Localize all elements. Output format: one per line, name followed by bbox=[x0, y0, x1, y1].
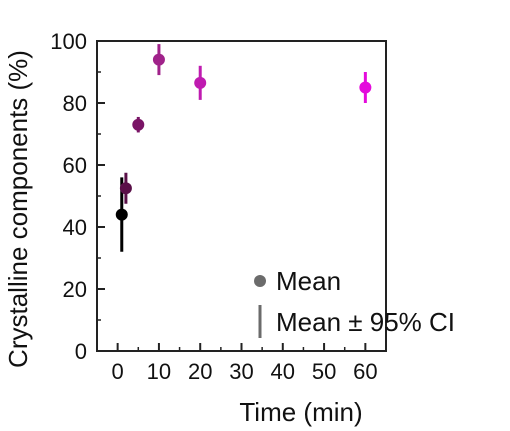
x-axis-title: Time (min) bbox=[239, 397, 362, 427]
mean-point bbox=[115, 208, 128, 221]
y-tick-label: 100 bbox=[50, 29, 87, 54]
legend-ci-label: Mean ± 95% CI bbox=[276, 307, 455, 337]
mean-point bbox=[119, 182, 132, 195]
legend: Mean Mean ± 95% CI bbox=[254, 266, 455, 338]
x-tick-label: 50 bbox=[312, 359, 336, 384]
mean-point bbox=[359, 81, 372, 94]
axis-ticks: 0 10 20 30 40 50 60 0 20 40 60 80 100 bbox=[50, 29, 387, 384]
y-tick-label: 40 bbox=[63, 215, 87, 240]
x-tick-label: 30 bbox=[229, 359, 253, 384]
y-tick-label: 20 bbox=[63, 277, 87, 302]
x-tick-label: 60 bbox=[353, 359, 377, 384]
y-axis-title: Crystalline components (%) bbox=[3, 50, 33, 368]
x-tick-label: 20 bbox=[188, 359, 212, 384]
data-points bbox=[115, 44, 372, 252]
x-tick-label: 10 bbox=[147, 359, 171, 384]
x-tick-label: 40 bbox=[271, 359, 295, 384]
x-tick-label: 0 bbox=[112, 359, 124, 384]
legend-mean-marker bbox=[254, 275, 266, 287]
y-tick-label: 60 bbox=[63, 153, 87, 178]
plot-frame bbox=[96, 40, 387, 352]
y-tick-label: 80 bbox=[63, 91, 87, 116]
mean-point bbox=[152, 53, 165, 66]
plot-area-border bbox=[96, 40, 387, 352]
legend-mean-label: Mean bbox=[276, 266, 341, 296]
mean-point bbox=[194, 76, 207, 89]
y-tick-label: 0 bbox=[75, 339, 87, 364]
mean-point bbox=[132, 118, 145, 131]
